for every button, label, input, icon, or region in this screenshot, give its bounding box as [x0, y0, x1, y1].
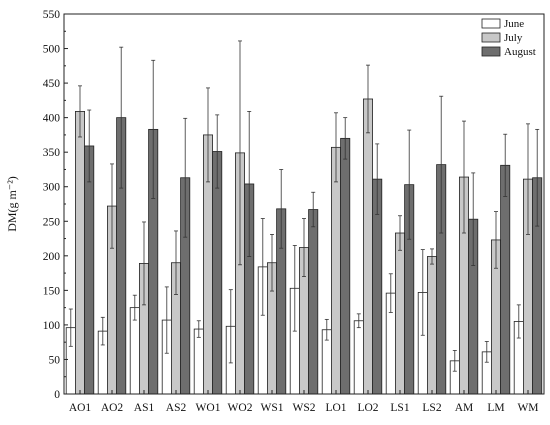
bar-august [340, 137, 351, 395]
y-tick-label: 200 [43, 251, 61, 263]
x-tick-label: AO1 [69, 402, 92, 414]
legend-swatch-july [481, 32, 501, 43]
legend-swatch-august [481, 46, 501, 57]
legend-swatch-june [481, 18, 501, 29]
bar-june [129, 307, 140, 395]
bar-july [362, 98, 373, 395]
x-tick-label: WS2 [293, 402, 316, 414]
y-tick-label: 50 [49, 354, 61, 366]
x-tick-label: WM [517, 402, 538, 414]
bar-august [308, 209, 319, 395]
y-tick-label: 550 [43, 9, 61, 21]
bar-july [426, 256, 437, 395]
y-tick-label: 400 [43, 113, 61, 125]
bar-july [75, 111, 86, 395]
y-tick-label: 300 [43, 182, 61, 194]
bar-june [353, 320, 364, 395]
legend-label-june: June [504, 18, 524, 30]
bar-august [84, 145, 95, 395]
error-bars-layer [68, 40, 540, 372]
x-tick-label: LO1 [325, 402, 346, 414]
y-axis-label: DM(g m⁻²) [5, 176, 19, 232]
x-tick-label: LO2 [357, 402, 378, 414]
y-tick-label: 150 [43, 285, 61, 297]
x-tick-label: AO2 [101, 402, 124, 414]
y-axis-ticks: 0 50 100 150 200 250 300 350 400 450 500 550 [43, 9, 68, 401]
x-tick-label: AS2 [166, 402, 187, 414]
bar-july [394, 232, 405, 395]
x-tick-label: AS1 [134, 402, 155, 414]
bar-july [330, 146, 341, 395]
y-tick-label: 100 [43, 320, 61, 332]
x-tick-label: LM [487, 402, 504, 414]
y-tick-label: 0 [54, 389, 60, 401]
y-tick-label: 350 [43, 147, 61, 159]
x-tick-label: AM [455, 402, 474, 414]
y-tick-label: 500 [43, 44, 61, 56]
x-tick-label: WO1 [196, 402, 221, 414]
legend: June July August [481, 18, 536, 58]
bar-august [500, 164, 511, 395]
y-tick-label: 450 [43, 78, 61, 90]
legend-label-july: July [504, 32, 523, 44]
x-tick-label: WO2 [228, 402, 253, 414]
y-tick-label: 250 [43, 216, 61, 228]
x-tick-label: LS2 [422, 402, 441, 414]
legend-label-august: August [504, 46, 536, 58]
x-tick-label: WS1 [261, 402, 284, 414]
x-tick-label: LS1 [390, 402, 409, 414]
bar-june [193, 328, 204, 395]
x-axis-ticks: AO1 AO2 AS1 AS2 WO1 WO2 WS1 WS2 LO1 LO2 LS1 LS2 AM LM… [69, 390, 539, 414]
